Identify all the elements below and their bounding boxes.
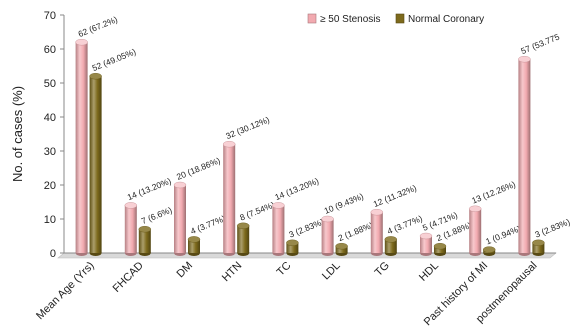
y-axis-label: No. of cases (%) — [10, 86, 25, 182]
data-label: 3 (2.83%) — [533, 217, 571, 240]
legend-item: ≥ 50 Stenosis — [307, 13, 381, 25]
legend-label: Normal Coronary — [408, 14, 484, 25]
x-tick-label: HTN — [220, 260, 245, 285]
bar — [138, 229, 151, 253]
bar — [272, 205, 285, 253]
bar-top — [384, 236, 397, 243]
data-label: 4 (3.77%) — [386, 213, 424, 236]
y-tick-label: 0 — [50, 248, 56, 260]
bar — [75, 42, 88, 254]
bar-top — [187, 236, 201, 243]
data-label: 57 (53.775 — [519, 31, 561, 56]
bar — [434, 246, 446, 253]
data-label: 4 (3.77%) — [189, 213, 227, 236]
bar — [532, 242, 545, 253]
x-tick-label: TG — [373, 260, 392, 279]
x-tick-label: HDL — [417, 260, 441, 284]
bar-top — [236, 222, 250, 230]
bar-top — [469, 205, 482, 213]
data-label: 13 (12.26%) — [470, 179, 517, 206]
data-label: 20 (18.86%) — [175, 155, 222, 182]
data-label: 1 (0.94%) — [484, 223, 522, 246]
data-label: 14 (13.20%) — [273, 176, 320, 203]
bar — [174, 185, 186, 253]
x-tick-label: LDL — [320, 260, 343, 283]
x-tick-label: Mean Age (Yrs) — [34, 260, 97, 323]
bar-top — [173, 181, 187, 189]
bar-top — [272, 202, 285, 209]
bar — [286, 242, 299, 253]
bar — [223, 144, 236, 253]
legend-item: Normal Coronary — [395, 13, 484, 25]
bar — [124, 205, 137, 253]
y-tick-label: 40 — [44, 112, 56, 124]
bar-top — [483, 246, 496, 253]
bar-top — [124, 202, 138, 209]
bar-top — [89, 72, 102, 80]
bar — [370, 212, 383, 253]
bar-top — [75, 39, 88, 46]
y-tick-label: 30 — [44, 146, 56, 158]
data-label: 10 (9.43%) — [323, 191, 365, 216]
y-tick-label: 70 — [44, 10, 56, 22]
y-tick-label: 50 — [44, 78, 56, 90]
bar — [469, 208, 482, 253]
bar-top — [138, 225, 152, 233]
bar — [237, 225, 250, 253]
bar — [384, 239, 397, 253]
bar-top — [222, 140, 236, 148]
data-label: 3 (2.83%) — [287, 217, 325, 240]
data-label: 8 (7.54%) — [238, 200, 276, 223]
bar-top — [286, 239, 299, 247]
bar-top — [321, 215, 334, 223]
x-tick-label: FHCAD — [111, 260, 146, 295]
bar-top — [335, 242, 348, 250]
x-tick-label: DM — [175, 260, 196, 281]
data-label: 14 (13.20%) — [126, 176, 173, 203]
legend-swatch — [395, 13, 405, 24]
bar — [420, 236, 432, 253]
bar-top — [370, 208, 383, 216]
y-tick-label: 10 — [44, 214, 56, 226]
bar-top — [518, 56, 531, 63]
bar — [518, 59, 531, 254]
bar — [321, 219, 334, 253]
legend-swatch — [307, 13, 317, 24]
data-label: 52 (49.05%) — [91, 46, 138, 73]
bar-top — [433, 242, 447, 250]
bar — [89, 76, 102, 253]
x-tick-label: TC — [275, 260, 294, 279]
y-tick-label: 20 — [44, 180, 56, 192]
legend-label: ≥ 50 Stenosis — [320, 14, 381, 25]
data-label: 62 (67.2%) — [77, 14, 119, 39]
bar-top — [532, 239, 545, 247]
data-label: 32 (30.12%) — [224, 114, 271, 141]
data-label: 2 (1.88%) — [337, 220, 375, 243]
bar-top — [419, 232, 433, 240]
y-tick-label: 60 — [44, 44, 56, 56]
bar — [188, 239, 200, 253]
bar — [335, 246, 348, 253]
data-label: 12 (11.32%) — [372, 183, 418, 209]
data-label: 7 (6.6%) — [140, 205, 174, 226]
